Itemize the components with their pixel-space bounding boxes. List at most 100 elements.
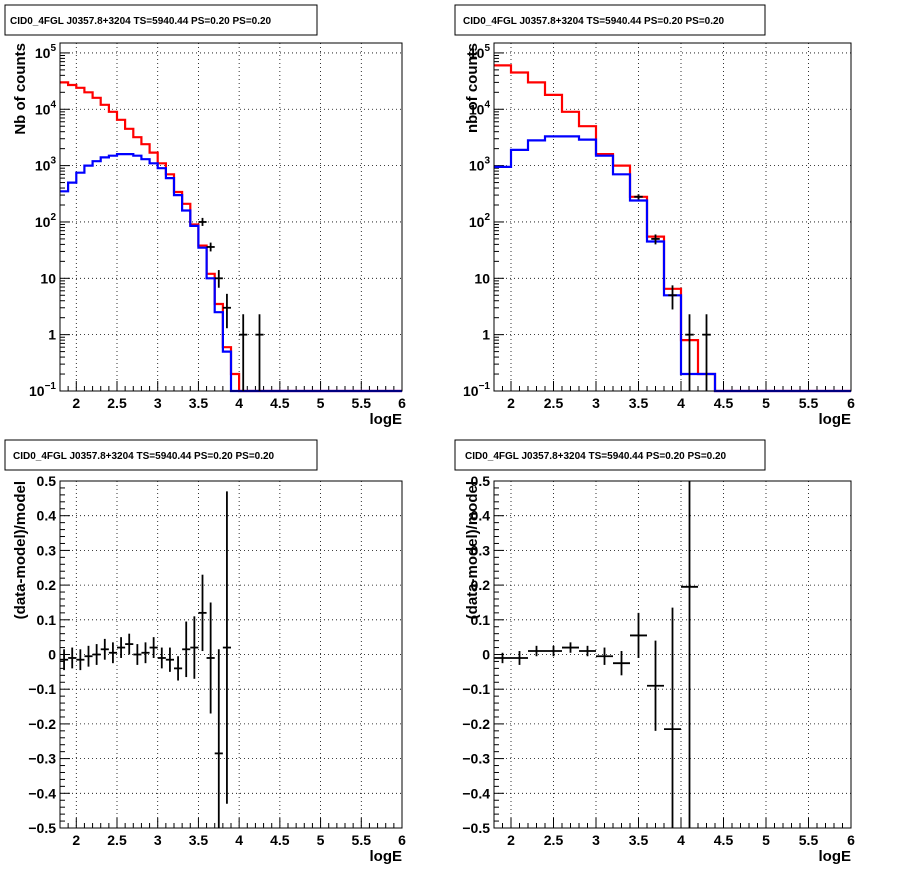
y-tick-label: 0.2 [471,577,491,593]
data-point [702,314,711,391]
data-point [190,616,199,679]
y-tick-base: 10 [29,383,45,399]
x-tick-label: 2 [72,832,80,848]
data-point [182,621,191,678]
data-point [214,649,223,828]
title-box [454,439,766,471]
y-tick-exponent: 3 [484,156,490,167]
data-point [685,314,694,391]
data-point [84,645,93,667]
data-point [133,644,142,665]
data-point [222,491,231,804]
data-point [647,640,664,731]
data-point [630,612,647,658]
y-tick-exponent: 5 [484,43,490,54]
y-axis-label: (data-model)/model [464,481,481,619]
y-tick-exponent: 5 [50,43,56,54]
data-point [222,293,231,329]
y-tick-label: −0.2 [462,716,490,732]
x-tick-label: 2.5 [544,832,564,848]
data-point [494,652,511,664]
data-point [76,649,85,671]
x-tick-label: 3 [154,395,162,411]
y-tick-label: 10 [40,270,56,286]
data-point [174,656,183,681]
x-tick-label: 3 [592,832,600,848]
x-tick-label: 5 [762,832,770,848]
data-point [157,647,166,669]
y-tick-exponent: 4 [50,99,56,110]
x-tick-label: 3.5 [189,395,209,411]
data-point [596,647,613,665]
data-point [141,642,150,664]
y-tick-label: 0.1 [471,612,491,628]
data-point [198,574,207,652]
y-axis-label: Nb of counts [12,43,29,135]
x-tick-label: 5.5 [352,395,372,411]
spectrum-panel-left: CID0_4FGL J0357.8+3204 TS=5940.44 PS=0.2… [4,4,406,428]
x-tick-label: 2 [507,395,515,411]
y-tick-label: −0.2 [28,716,56,732]
x-tick-label: 5 [317,395,325,411]
y-tick-label: −0.1 [28,681,56,697]
y-tick-label: −0.3 [28,751,56,767]
y-tick-base: 10 [35,158,51,174]
x-tick-label: 2.5 [107,832,127,848]
y-axis-label: (data-model)/model [12,481,29,619]
y-tick-base: 10 [469,158,485,174]
x-tick-label: 4 [235,832,243,848]
y-tick-label: 105 [35,43,57,61]
y-tick-label: −0.5 [28,820,56,836]
data-point [664,607,681,828]
x-tick-label: 4 [235,395,243,411]
y-tick-label: 1 [482,327,490,343]
histogram-series-0 [494,64,851,393]
y-tick-label: 104 [469,99,491,117]
data-point [165,647,174,672]
y-tick-label: 103 [469,156,491,174]
title-box [454,4,766,36]
plot-frame [59,42,403,392]
y-tick-base: 10 [35,214,51,230]
x-tick-label: 4 [677,395,685,411]
y-tick-label: 0 [482,647,490,663]
chart-title: CID0_4FGL J0357.8+3204 TS=5940.44 PS=0.2… [13,451,275,462]
plot-frame [59,480,403,829]
x-tick-label: 2 [72,395,80,411]
data-point [613,651,630,676]
x-tick-label: 3 [154,832,162,848]
data-point [562,642,579,653]
y-tick-label: −0.1 [462,681,490,697]
residual-panel-left: CID0_4FGL J0357.8+3204 TS=5940.44 PS=0.2… [4,439,406,865]
y-tick-label: 104 [35,99,57,117]
data-point [206,602,215,714]
y-tick-label: 10−1 [29,381,56,399]
y-tick-exponent: 2 [484,212,490,223]
residual-panel-right: CID0_4FGL J0357.8+3204 TS=5940.44 PS=0.2… [454,439,855,865]
x-axis-label: logE [370,848,403,865]
x-tick-label: 5.5 [799,395,819,411]
x-tick-label: 4 [677,832,685,848]
y-tick-label: 105 [469,43,491,61]
y-tick-label: 0.1 [37,612,57,628]
x-tick-label: 5 [317,832,325,848]
y-tick-base: 10 [463,383,479,399]
y-tick-base: 10 [469,45,485,61]
y-tick-base: 10 [35,101,51,117]
data-point [545,645,562,657]
y-tick-label: 1 [48,327,56,343]
y-tick-label: −0.3 [462,751,490,767]
spectrum-panel-right: CID0_4FGL J0357.8+3204 TS=5940.44 PS=0.2… [454,4,855,428]
data-point [68,647,77,669]
y-tick-label: 0.5 [37,473,57,489]
data-point [668,285,677,310]
x-tick-label: 4.5 [270,832,290,848]
data-point [149,637,158,658]
x-tick-label: 6 [398,832,406,848]
x-axis-label: logE [819,411,852,428]
data-point [117,637,126,658]
x-tick-label: 6 [398,395,406,411]
y-tick-exponent: 2 [50,212,56,223]
x-tick-label: 2 [507,832,515,848]
